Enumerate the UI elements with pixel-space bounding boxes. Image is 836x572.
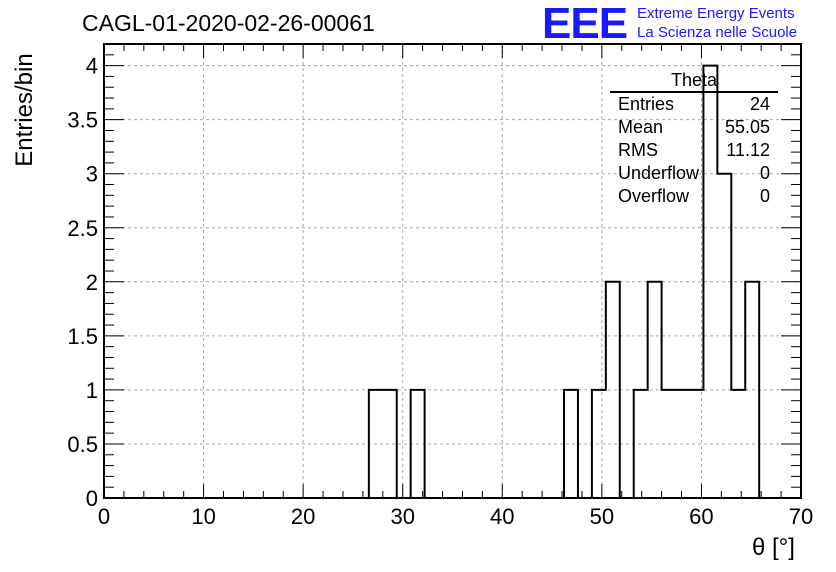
stats-value: 11.12: [726, 140, 770, 160]
x-tick-label: 40: [490, 504, 514, 529]
stats-value: 0: [759, 163, 770, 183]
logo-caption-line-2: La Scienza nelle Scuole: [637, 24, 798, 41]
histogram-bin: [731, 390, 745, 498]
y-tick-label: 2.5: [67, 216, 98, 241]
x-tick-label: 20: [291, 504, 315, 529]
y-tick-label: 4: [86, 54, 98, 79]
stats-label: Entries: [618, 94, 675, 114]
stats-row-mean: Mean 55.05: [610, 116, 778, 139]
y-tick-label: 1: [86, 378, 98, 403]
y-axis-label: Entries/bin: [11, 53, 38, 167]
stats-value: 55.05: [724, 117, 770, 137]
plot-frame: [103, 43, 802, 499]
histogram-bin: [648, 282, 662, 498]
y-tick-label: 0.5: [67, 432, 98, 457]
stats-box-title: Theta: [610, 70, 778, 93]
x-tick-label: 70: [789, 504, 813, 529]
grid-lines: [104, 44, 801, 498]
x-tick-label: 50: [590, 504, 614, 529]
stats-value: 24: [749, 94, 770, 114]
y-tick-label: 3.5: [67, 108, 98, 133]
stats-row-underflow: Underflow 0: [610, 162, 778, 185]
logo-caption-line-1: Extreme Energy Events: [637, 5, 795, 22]
stats-label: Underflow: [618, 163, 700, 183]
x-tick-label: 30: [390, 504, 414, 529]
x-tick-label: 60: [689, 504, 713, 529]
eee-logo: EEE: [542, 0, 628, 48]
stats-box: Theta Entries 24 Mean 55.05 RMS 11.12 Under…: [610, 70, 778, 208]
y-tick-label: 1.5: [67, 324, 98, 349]
stats-value: 0: [759, 186, 770, 206]
stats-row-entries: Entries 24: [610, 93, 778, 116]
stats-label: Overflow: [618, 186, 690, 206]
tick-labels: 0 10 20 30 40 50 60 70 0 0.5 1 1.5 2 2.5 3 3.5 4: [67, 54, 813, 529]
y-tick-label: 0: [86, 486, 98, 511]
stats-row-rms: RMS 11.12: [610, 139, 778, 162]
logo-caption: Extreme Energy Events La Scienza nelle S…: [637, 4, 797, 42]
x-axis-label: θ [°]: [752, 534, 795, 561]
x-tick-label: 0: [98, 504, 110, 529]
y-tick-label: 2: [86, 270, 98, 295]
stats-label: RMS: [618, 140, 658, 160]
x-tick-label: 10: [191, 504, 215, 529]
stats-row-overflow: Overflow 0: [610, 185, 778, 208]
histogram-bin: [606, 282, 620, 498]
stats-label: Mean: [618, 117, 664, 137]
y-tick-label: 3: [86, 162, 98, 187]
run-title: CAGL-01-2020-02-26-00061: [82, 10, 375, 36]
